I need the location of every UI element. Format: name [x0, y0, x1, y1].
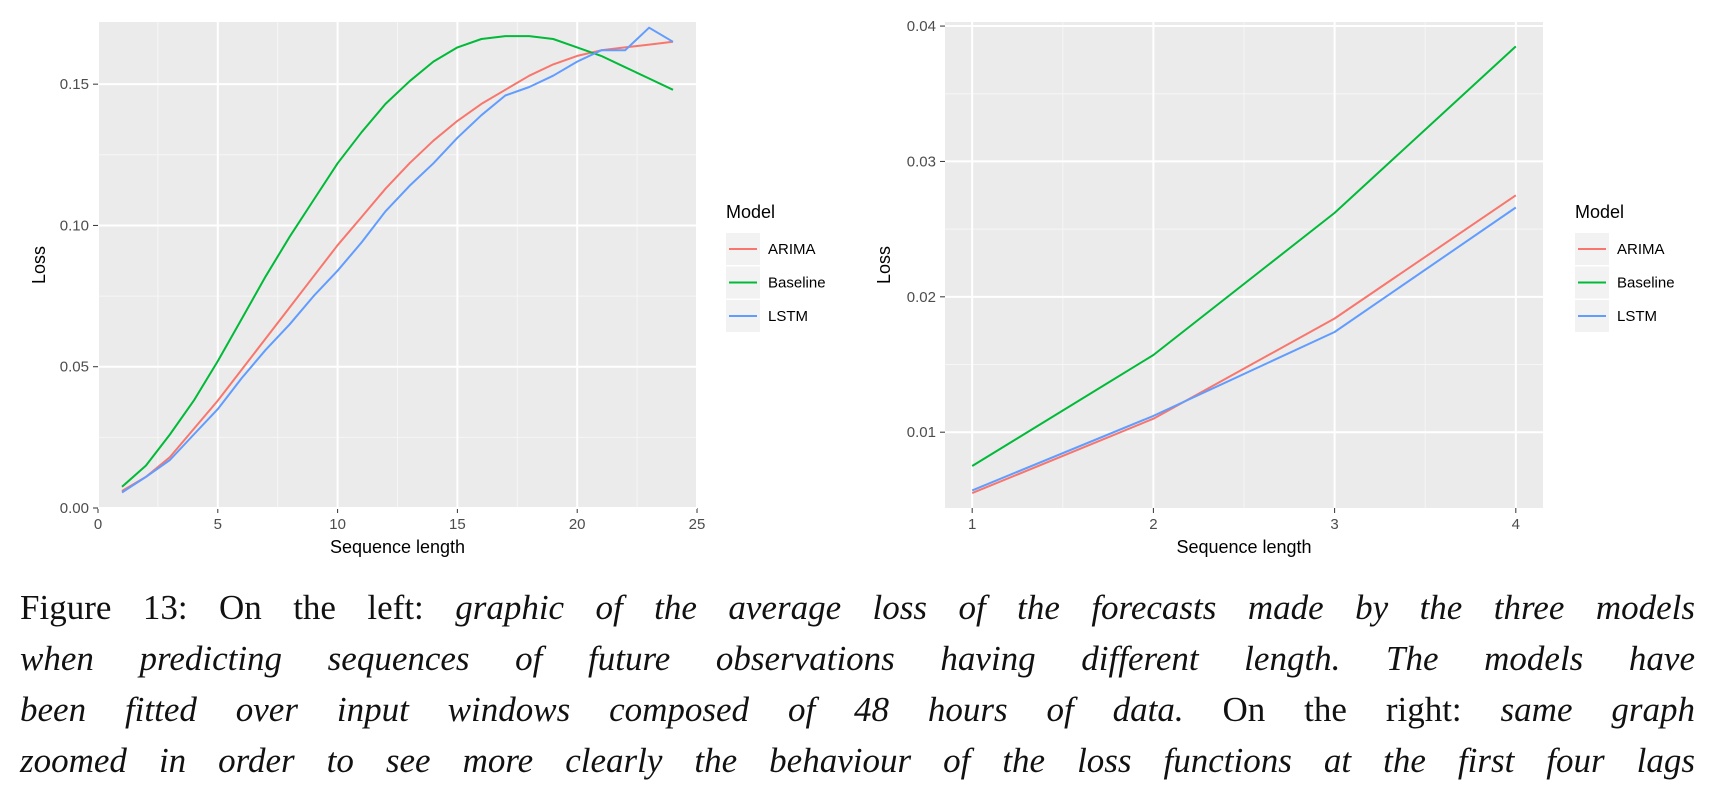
series-line-arima: [971, 194, 1517, 495]
figure-charts: 0 5 10 15 20 25 0.00 0.05 0.10 0.15 Sequence lengt…: [29, 18, 1675, 557]
legend-label-arima: ARIMA: [768, 241, 816, 258]
caption-line-4: zoomed in order to see more clearly the …: [20, 741, 1695, 780]
x-tick-label: 20: [569, 516, 586, 533]
caption-italic-3b: same graph: [1500, 690, 1695, 729]
y-tick-label: 0.04: [907, 18, 936, 35]
caption-line-1: Figure 13: On the left: graphic of the a…: [20, 582, 1695, 633]
x-tick-label: 5: [214, 516, 222, 533]
y-axis-title: Loss: [29, 246, 49, 284]
caption-italic-1: graphic of the average loss of the forec…: [455, 588, 1695, 627]
x-tick-label: 15: [449, 516, 466, 533]
x-tick-label: 2: [1149, 516, 1157, 533]
x-axis-title: Sequence length: [1176, 537, 1311, 557]
y-axis-title: Loss: [874, 246, 894, 284]
y-tick-label: 0.03: [907, 153, 936, 170]
legend-label-lstm: LSTM: [1617, 308, 1657, 325]
series-line-baseline: [121, 35, 674, 488]
legend-label-baseline: Baseline: [1617, 275, 1675, 292]
x-axis-title: Sequence length: [330, 537, 465, 557]
series-line-lstm: [121, 26, 674, 494]
y-tick-label: 0.05: [60, 359, 89, 376]
y-tick-label: 0.02: [907, 289, 936, 306]
series-line-arima: [121, 40, 674, 492]
right-chart: 1 2 3 4 0.01 0.02 0.03 0.04 Sequence length Loss M…: [874, 18, 1675, 557]
y-tick-label: 0.10: [60, 217, 89, 234]
x-tick-label: 3: [1330, 516, 1338, 533]
y-tick-label: 0.01: [907, 424, 936, 441]
legend-label-arima: ARIMA: [1617, 241, 1665, 258]
caption-italic-3: been fitted over input windows composed …: [20, 690, 1184, 729]
series-line-baseline: [971, 45, 1517, 467]
figure-caption: Figure 13: On the left: graphic of the a…: [20, 582, 1695, 786]
legend-label-baseline: Baseline: [768, 275, 826, 292]
x-tick-label: 4: [1512, 516, 1520, 533]
caption-line-2: when predicting sequences of future obse…: [20, 639, 1695, 678]
y-tick-label: 0.15: [60, 76, 89, 93]
x-tick-label: 0: [94, 516, 102, 533]
y-tick-label: 0.00: [60, 500, 89, 517]
series-line-lstm: [971, 206, 1517, 492]
caption-line-3: been fitted over input windows composed …: [20, 684, 1695, 735]
x-tick-label: 10: [329, 516, 346, 533]
x-tick-label: 1: [968, 516, 976, 533]
legend-title: Model: [726, 202, 775, 222]
caption-label-left: Figure 13: On the left:: [20, 588, 456, 627]
legend-title: Model: [1575, 202, 1624, 222]
left-chart: 0 5 10 15 20 25 0.00 0.05 0.10 0.15 Sequence lengt…: [29, 22, 826, 557]
legend-label-lstm: LSTM: [768, 308, 808, 325]
caption-label-right: On the right:: [1183, 690, 1501, 729]
x-tick-label: 25: [689, 516, 706, 533]
